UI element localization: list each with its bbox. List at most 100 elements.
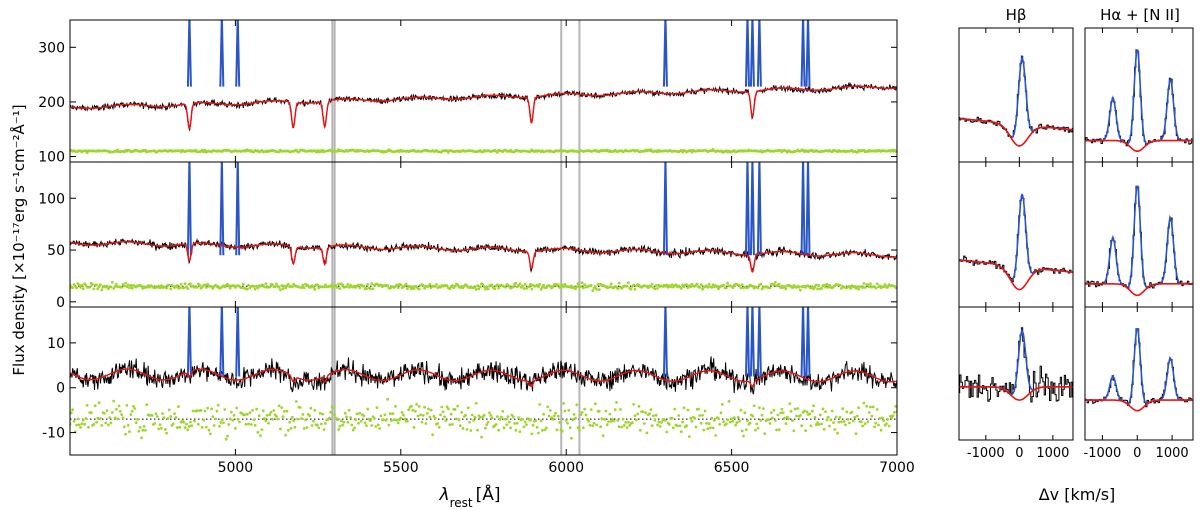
residual-point: [583, 283, 587, 286]
residual-point: [759, 282, 763, 286]
residual-point: [203, 283, 207, 287]
ha-zoom-panel-1: [1084, 27, 1194, 163]
residual-point: [582, 426, 585, 430]
emission-line: [749, 20, 755, 87]
residual-point: [576, 426, 580, 429]
main-panel-3: -10 0 10 5000 5500 6000 6500 7000: [42, 306, 915, 476]
residual-point: [886, 418, 890, 421]
residual-point: [371, 287, 375, 291]
residual-point: [466, 406, 470, 410]
main-spectrum-panels: 100 200 300 0 50 100 -10 0 10 5000 5500 6000 6500 700…: [38, 19, 915, 476]
residual-point: [300, 417, 303, 420]
residual-point: [113, 285, 117, 288]
residual-point: [739, 286, 743, 290]
residual-point: [247, 283, 251, 287]
y-axis-label: Flux density [×10⁻¹⁷erg s⁻¹cm⁻²Å⁻¹]: [9, 104, 28, 375]
residual-point: [238, 420, 241, 424]
residual-point: [330, 283, 334, 286]
residual-point: [362, 414, 366, 418]
residual-point: [773, 419, 777, 422]
residual-point: [219, 421, 223, 424]
residual-point: [404, 282, 408, 286]
residual-point: [857, 287, 860, 291]
residual-point: [83, 422, 86, 426]
residual-point: [301, 413, 305, 416]
residual-point: [474, 288, 478, 291]
residual-point: [511, 285, 515, 289]
residual-point: [645, 431, 649, 435]
residual-point: [412, 426, 416, 429]
residual-point: [424, 422, 428, 425]
residual-point: [478, 416, 482, 419]
residual-point: [591, 289, 595, 292]
residual-point: [658, 425, 662, 428]
residual-point: [861, 286, 864, 289]
residual-point: [395, 418, 399, 422]
residual-point: [583, 407, 587, 411]
residual-point: [95, 283, 98, 287]
residual-point: [776, 413, 780, 417]
residual-point: [670, 416, 674, 420]
residual-point: [838, 283, 842, 287]
residual-point: [829, 418, 833, 422]
residual-point: [617, 425, 621, 428]
residual-point: [81, 287, 85, 291]
residual-point: [118, 410, 122, 413]
residual-point: [220, 418, 224, 422]
residual-point: [301, 283, 305, 287]
residual-point: [817, 423, 821, 426]
residual-point: [632, 283, 636, 287]
residual-point: [416, 414, 420, 418]
residual-point: [826, 415, 830, 419]
residual-point: [484, 426, 487, 430]
residual-point: [511, 415, 515, 419]
residual-point: [230, 410, 233, 414]
residual-point: [359, 419, 363, 423]
residual-point: [103, 411, 106, 415]
residual-point: [400, 411, 404, 414]
residual-point: [507, 420, 511, 424]
residual-point: [814, 283, 818, 287]
residual-point: [245, 412, 249, 416]
residual-point: [726, 418, 729, 422]
residual-point: [772, 408, 776, 412]
residual-point: [694, 425, 698, 429]
residual-point: [211, 287, 215, 290]
residual-point: [296, 417, 299, 421]
residual-point: [682, 406, 686, 410]
residual-point: [243, 413, 247, 417]
residual-point: [215, 409, 219, 413]
x-axis-label-lambda: λ: [439, 485, 450, 505]
residual-point: [777, 428, 781, 432]
residual-point: [799, 414, 802, 417]
residual-point: [751, 414, 755, 418]
residual-point: [731, 286, 735, 289]
residual-point: [837, 420, 841, 424]
residual-point: [722, 283, 726, 287]
residual-point: [649, 408, 653, 411]
residual-point: [596, 283, 600, 286]
residual-point: [403, 417, 407, 421]
residual-point: [417, 287, 421, 291]
residual-point: [140, 436, 143, 440]
residual-point: [609, 420, 613, 423]
zoom-observed-step: [959, 327, 1073, 403]
residual-point: [286, 428, 290, 432]
zoom-x-tick-label: -1000: [1084, 446, 1122, 461]
residual-point: [345, 285, 348, 288]
residual-point: [669, 285, 673, 289]
residual-point: [308, 414, 311, 418]
emission-line: [800, 307, 806, 377]
residual-point: [748, 421, 752, 425]
residual-point: [248, 411, 252, 415]
residual-point: [414, 409, 417, 413]
residual-point: [846, 418, 850, 421]
zoom-x-tick-label: 1000: [1156, 446, 1189, 461]
residual-point: [445, 284, 449, 288]
residual-point: [625, 426, 629, 429]
residual-point: [482, 285, 486, 288]
residual-point: [591, 424, 595, 428]
residual-point: [263, 417, 266, 420]
residual-point: [283, 284, 286, 288]
residual-point: [812, 404, 815, 408]
